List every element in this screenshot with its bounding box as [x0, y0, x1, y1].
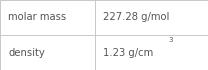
Text: molar mass: molar mass [8, 13, 66, 22]
Text: 1.23 g/cm: 1.23 g/cm [103, 48, 153, 57]
Text: 3: 3 [169, 37, 173, 43]
Text: density: density [8, 48, 45, 57]
Text: 227.28 g/mol: 227.28 g/mol [103, 13, 169, 22]
